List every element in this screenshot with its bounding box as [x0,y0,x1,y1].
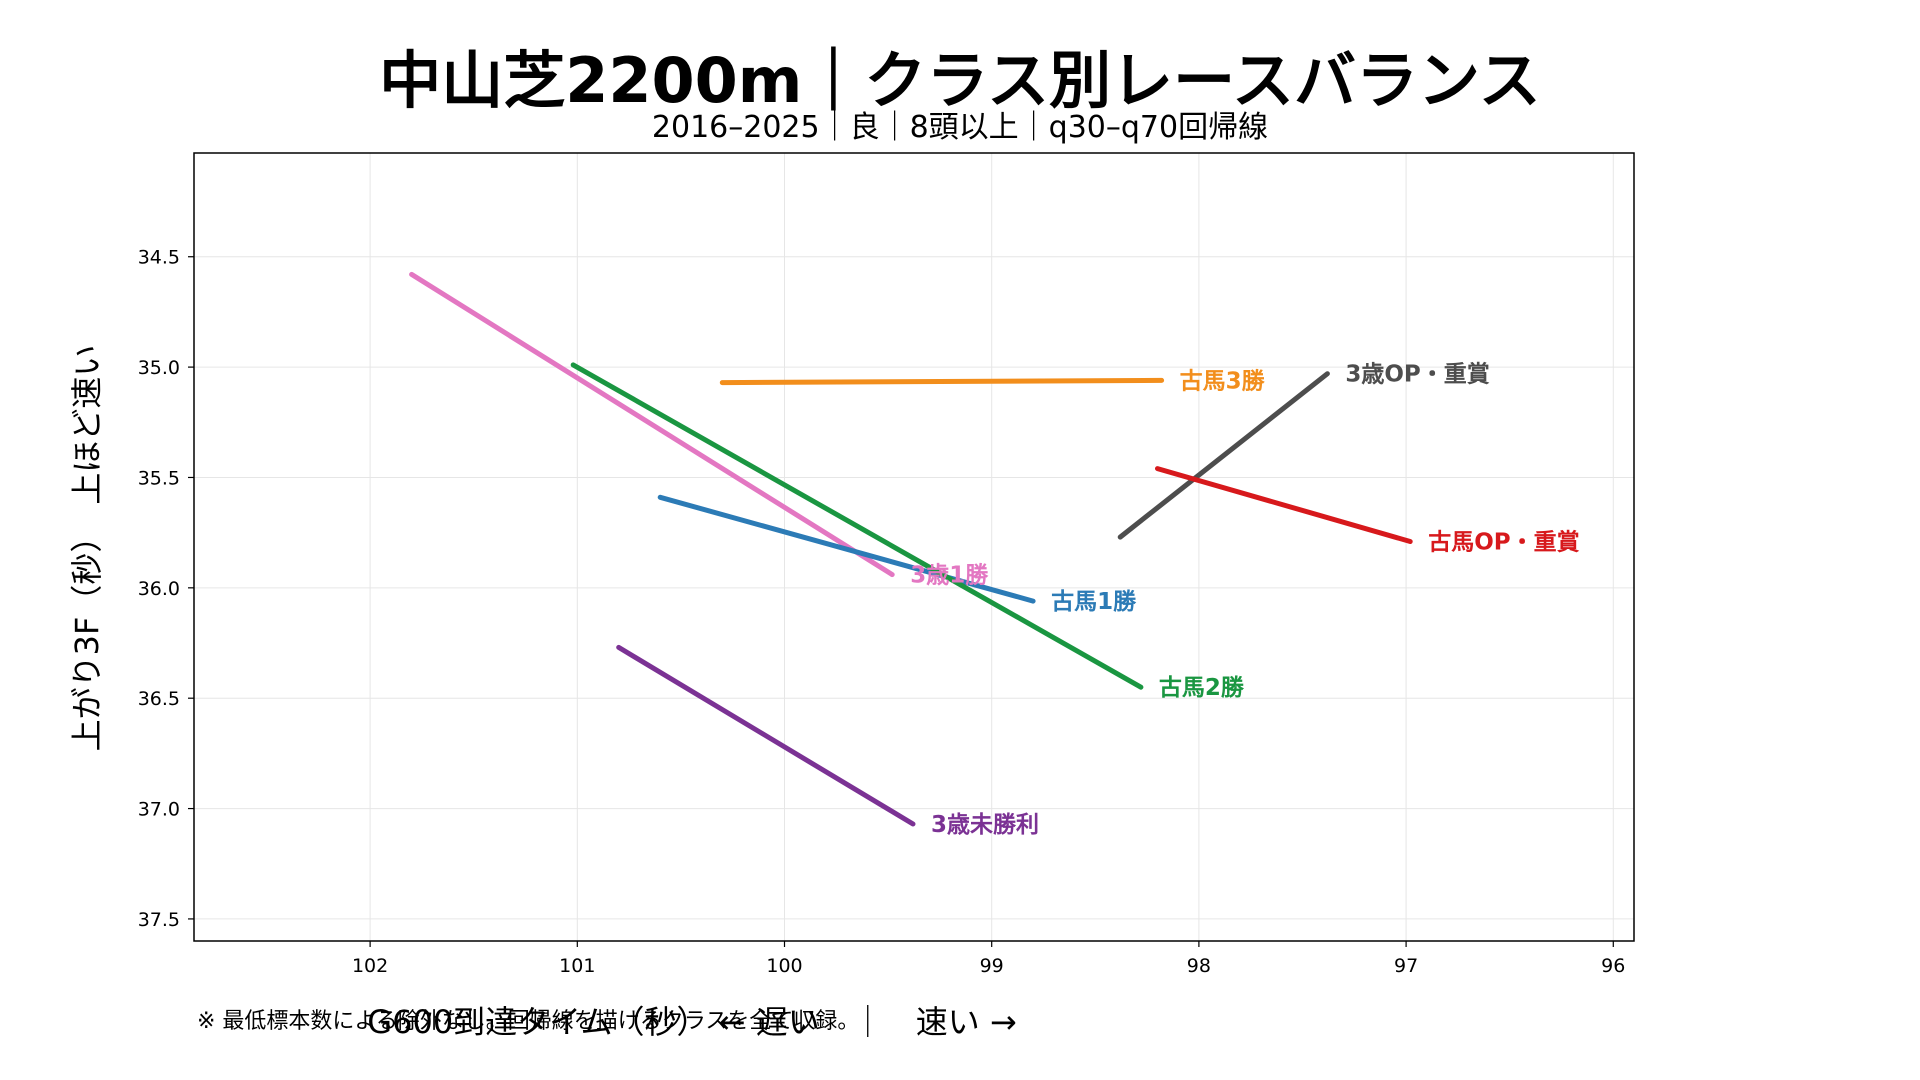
series-line [1155,466,1413,544]
y-tick-label: 34.5 [138,247,180,269]
axis-ticks: 102 101 100 99 98 97 96 34.5 35.0 35.5 36.0 36.5 37.… [138,247,1626,977]
series-line [409,271,895,578]
y-tick-label: 37.5 [138,909,180,931]
series-end-label: 3歳OP・重賞 [1345,361,1489,388]
series-line [1117,371,1330,540]
x-tick-label: 99 [980,955,1004,977]
chart-title: 中山芝2200m｜クラス別レースバランス [379,44,1541,117]
plot-frame [193,152,1635,942]
series-end-label: 古馬OP・重賞 [1428,528,1579,555]
grid-lines [194,153,1634,941]
y-tick-label: 35.0 [138,357,180,379]
series-line [570,362,1144,690]
x-axis-title: G600到達タイム（秒） ← 遅い ｜ 速い → [367,1003,1016,1041]
series-lines [409,271,1413,827]
series-end-label: 古馬1勝 [1051,588,1137,615]
y-tick-label: 37.0 [138,799,180,821]
footnote: ※ 最低標本数による除外なし。回帰線を描けるクラスを全て収録。 [197,1009,860,1034]
series-line [719,377,1165,386]
x-tick-label: 96 [1601,955,1625,977]
y-tick-label: 35.5 [138,467,180,489]
x-tick-label: 97 [1394,955,1418,977]
chart-subtitle: 2016–2025｜良｜8頭以上｜q30–q70回帰線 [651,110,1269,145]
x-tick-label: 100 [766,955,802,977]
x-tick-label: 98 [1187,955,1211,977]
y-tick-label: 36.5 [138,688,180,710]
series-end-label: 3歳未勝利 [931,811,1039,838]
x-tick-label: 102 [352,955,388,977]
y-axis-title: 上がり3F（秒） 上ほど速い [68,345,106,752]
series-line [657,494,1036,604]
x-tick-label: 101 [559,955,595,977]
series-line [616,644,916,827]
series-end-label: 古馬2勝 [1159,674,1245,701]
series-end-label: 古馬3勝 [1180,367,1266,394]
series-end-label: 3歳1勝 [910,562,989,589]
y-tick-label: 36.0 [138,578,180,600]
